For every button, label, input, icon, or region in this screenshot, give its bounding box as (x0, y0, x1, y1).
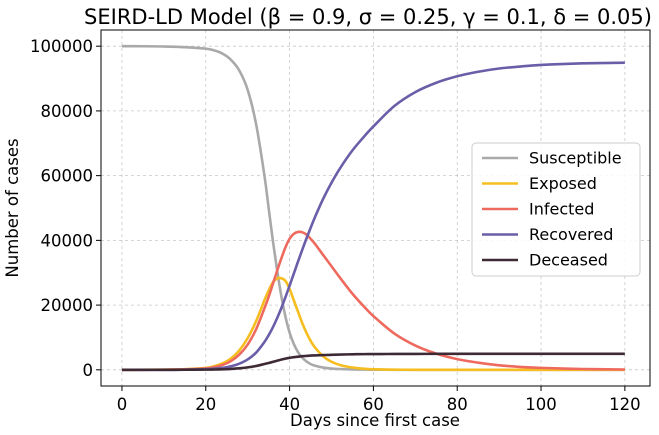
series-line-infected (121, 230, 625, 372)
x-tick-label: 40 (279, 395, 300, 414)
axis-ticks: 0 20 40 60 80 100 120 0 20000 40000 60000 80000 1000… (30, 37, 641, 414)
y-tick-label: 40000 (41, 231, 94, 250)
x-tick-label: 0 (117, 395, 128, 414)
y-tick-label: 100000 (30, 37, 93, 56)
legend-box (471, 142, 641, 277)
x-axis-label: Days since first case (290, 411, 460, 430)
y-axis-label: Number of cases (3, 138, 22, 277)
y-tick-label: 0 (83, 361, 94, 380)
series-layer (121, 44, 625, 372)
y-tick-label: 60000 (41, 167, 94, 186)
plot-frame (100, 29, 651, 387)
series-line-recovered (121, 61, 625, 372)
chart-title: SEIRD-LD Model (β = 0.9, σ = 0.25, γ = 0… (84, 5, 652, 29)
y-tick-label: 20000 (41, 296, 94, 315)
x-tick-label: 80 (447, 395, 468, 414)
series-line-deceased (121, 352, 625, 372)
y-tick-label: 80000 (41, 102, 94, 121)
legend: Susceptible Exposed Infected Recovered Decea… (471, 142, 641, 277)
x-tick-label: 20 (195, 395, 216, 414)
legend-label: Recovered (529, 225, 613, 244)
legend-label: Susceptible (529, 149, 622, 168)
legend-label: Infected (529, 200, 594, 219)
legend-label: Deceased (529, 251, 608, 270)
series-line-exposed (121, 276, 625, 372)
legend-label: Exposed (529, 174, 597, 193)
x-tick-label: 60 (363, 395, 384, 414)
x-tick-label: 120 (609, 395, 641, 414)
x-tick-label: 100 (525, 395, 557, 414)
